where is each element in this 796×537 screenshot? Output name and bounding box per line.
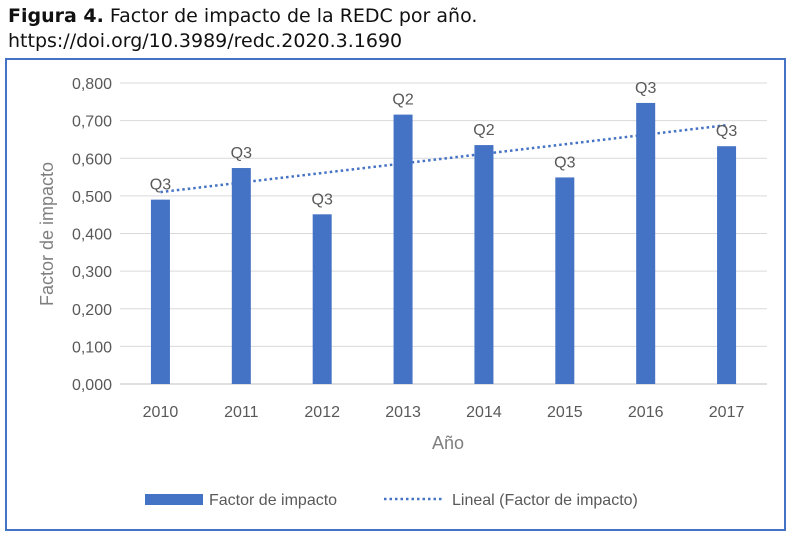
quartile-label: Q3	[150, 177, 171, 194]
x-axis-ticks: 2010 2011 2012 2013 2014 2015 2016 2017	[143, 404, 745, 421]
bar-2011	[231, 168, 251, 384]
y-tick-label: 0,300	[72, 264, 112, 281]
x-tick-label: 2015	[547, 404, 583, 421]
y-tick-label: 0,700	[72, 114, 112, 131]
caption-title: Factor de impacto de la REDC por año.	[109, 5, 478, 27]
quartile-label: Q3	[231, 145, 252, 162]
caption-title-line: Figura 4. Factor de impacto de la REDC p…	[8, 4, 788, 29]
trendline	[160, 123, 727, 194]
x-tick-label: 2012	[304, 404, 340, 421]
quartile-label: Q3	[635, 80, 656, 97]
gridlines	[120, 82, 767, 385]
legend-trend-label: Lineal (Factor de impacto)	[452, 492, 638, 509]
y-axis-ticks: 0,000 0,100 0,200 0,300 0,400 0,500 0,600 0,700…	[72, 76, 112, 394]
x-tick-label: 2014	[466, 404, 502, 421]
bar-2010	[150, 199, 170, 384]
x-tick-label: 2010	[143, 404, 179, 421]
quartile-label: Q3	[312, 191, 333, 208]
y-axis-title: Factor de impacto	[37, 162, 57, 306]
quartile-label: Q3	[716, 123, 737, 140]
y-tick-label: 0,600	[72, 151, 112, 168]
trendline-group	[160, 123, 727, 194]
y-tick-label: 0,000	[72, 377, 112, 394]
y-tick-label: 0,800	[72, 76, 112, 93]
legend: Factor de impacto Lineal (Factor de impa…	[145, 492, 638, 509]
x-tick-label: 2016	[628, 404, 664, 421]
x-tick-label: 2011	[224, 404, 259, 421]
y-tick-label: 0,500	[72, 189, 112, 206]
bar-2014	[474, 145, 494, 384]
y-tick-label: 0,200	[72, 302, 112, 319]
y-tick-label: 0,100	[72, 339, 112, 356]
bar-2017	[717, 146, 737, 384]
legend-bar-swatch	[145, 494, 203, 505]
x-axis-title: Año	[432, 433, 464, 453]
caption-doi: https://doi.org/10.3989/redc.2020.3.1690	[8, 30, 403, 52]
caption-lead: Figura 4.	[8, 5, 104, 27]
quartile-label: Q3	[554, 154, 575, 171]
legend-bar-label: Factor de impacto	[209, 492, 337, 509]
bar-2015	[555, 177, 575, 384]
x-tick-label: 2013	[385, 404, 421, 421]
bar-2013	[393, 114, 413, 384]
quartile-label: Q2	[473, 122, 494, 139]
quartile-labels: Q3 Q3 Q3 Q2 Q2 Q3 Q3 Q3	[150, 80, 738, 208]
x-tick-label: 2017	[709, 404, 745, 421]
bar-2012	[312, 214, 332, 384]
figure-caption: Figura 4. Factor de impacto de la REDC p…	[8, 4, 788, 54]
bars	[150, 102, 737, 384]
bar-2016	[636, 102, 656, 384]
quartile-label: Q2	[392, 92, 413, 109]
y-tick-label: 0,400	[72, 227, 112, 244]
